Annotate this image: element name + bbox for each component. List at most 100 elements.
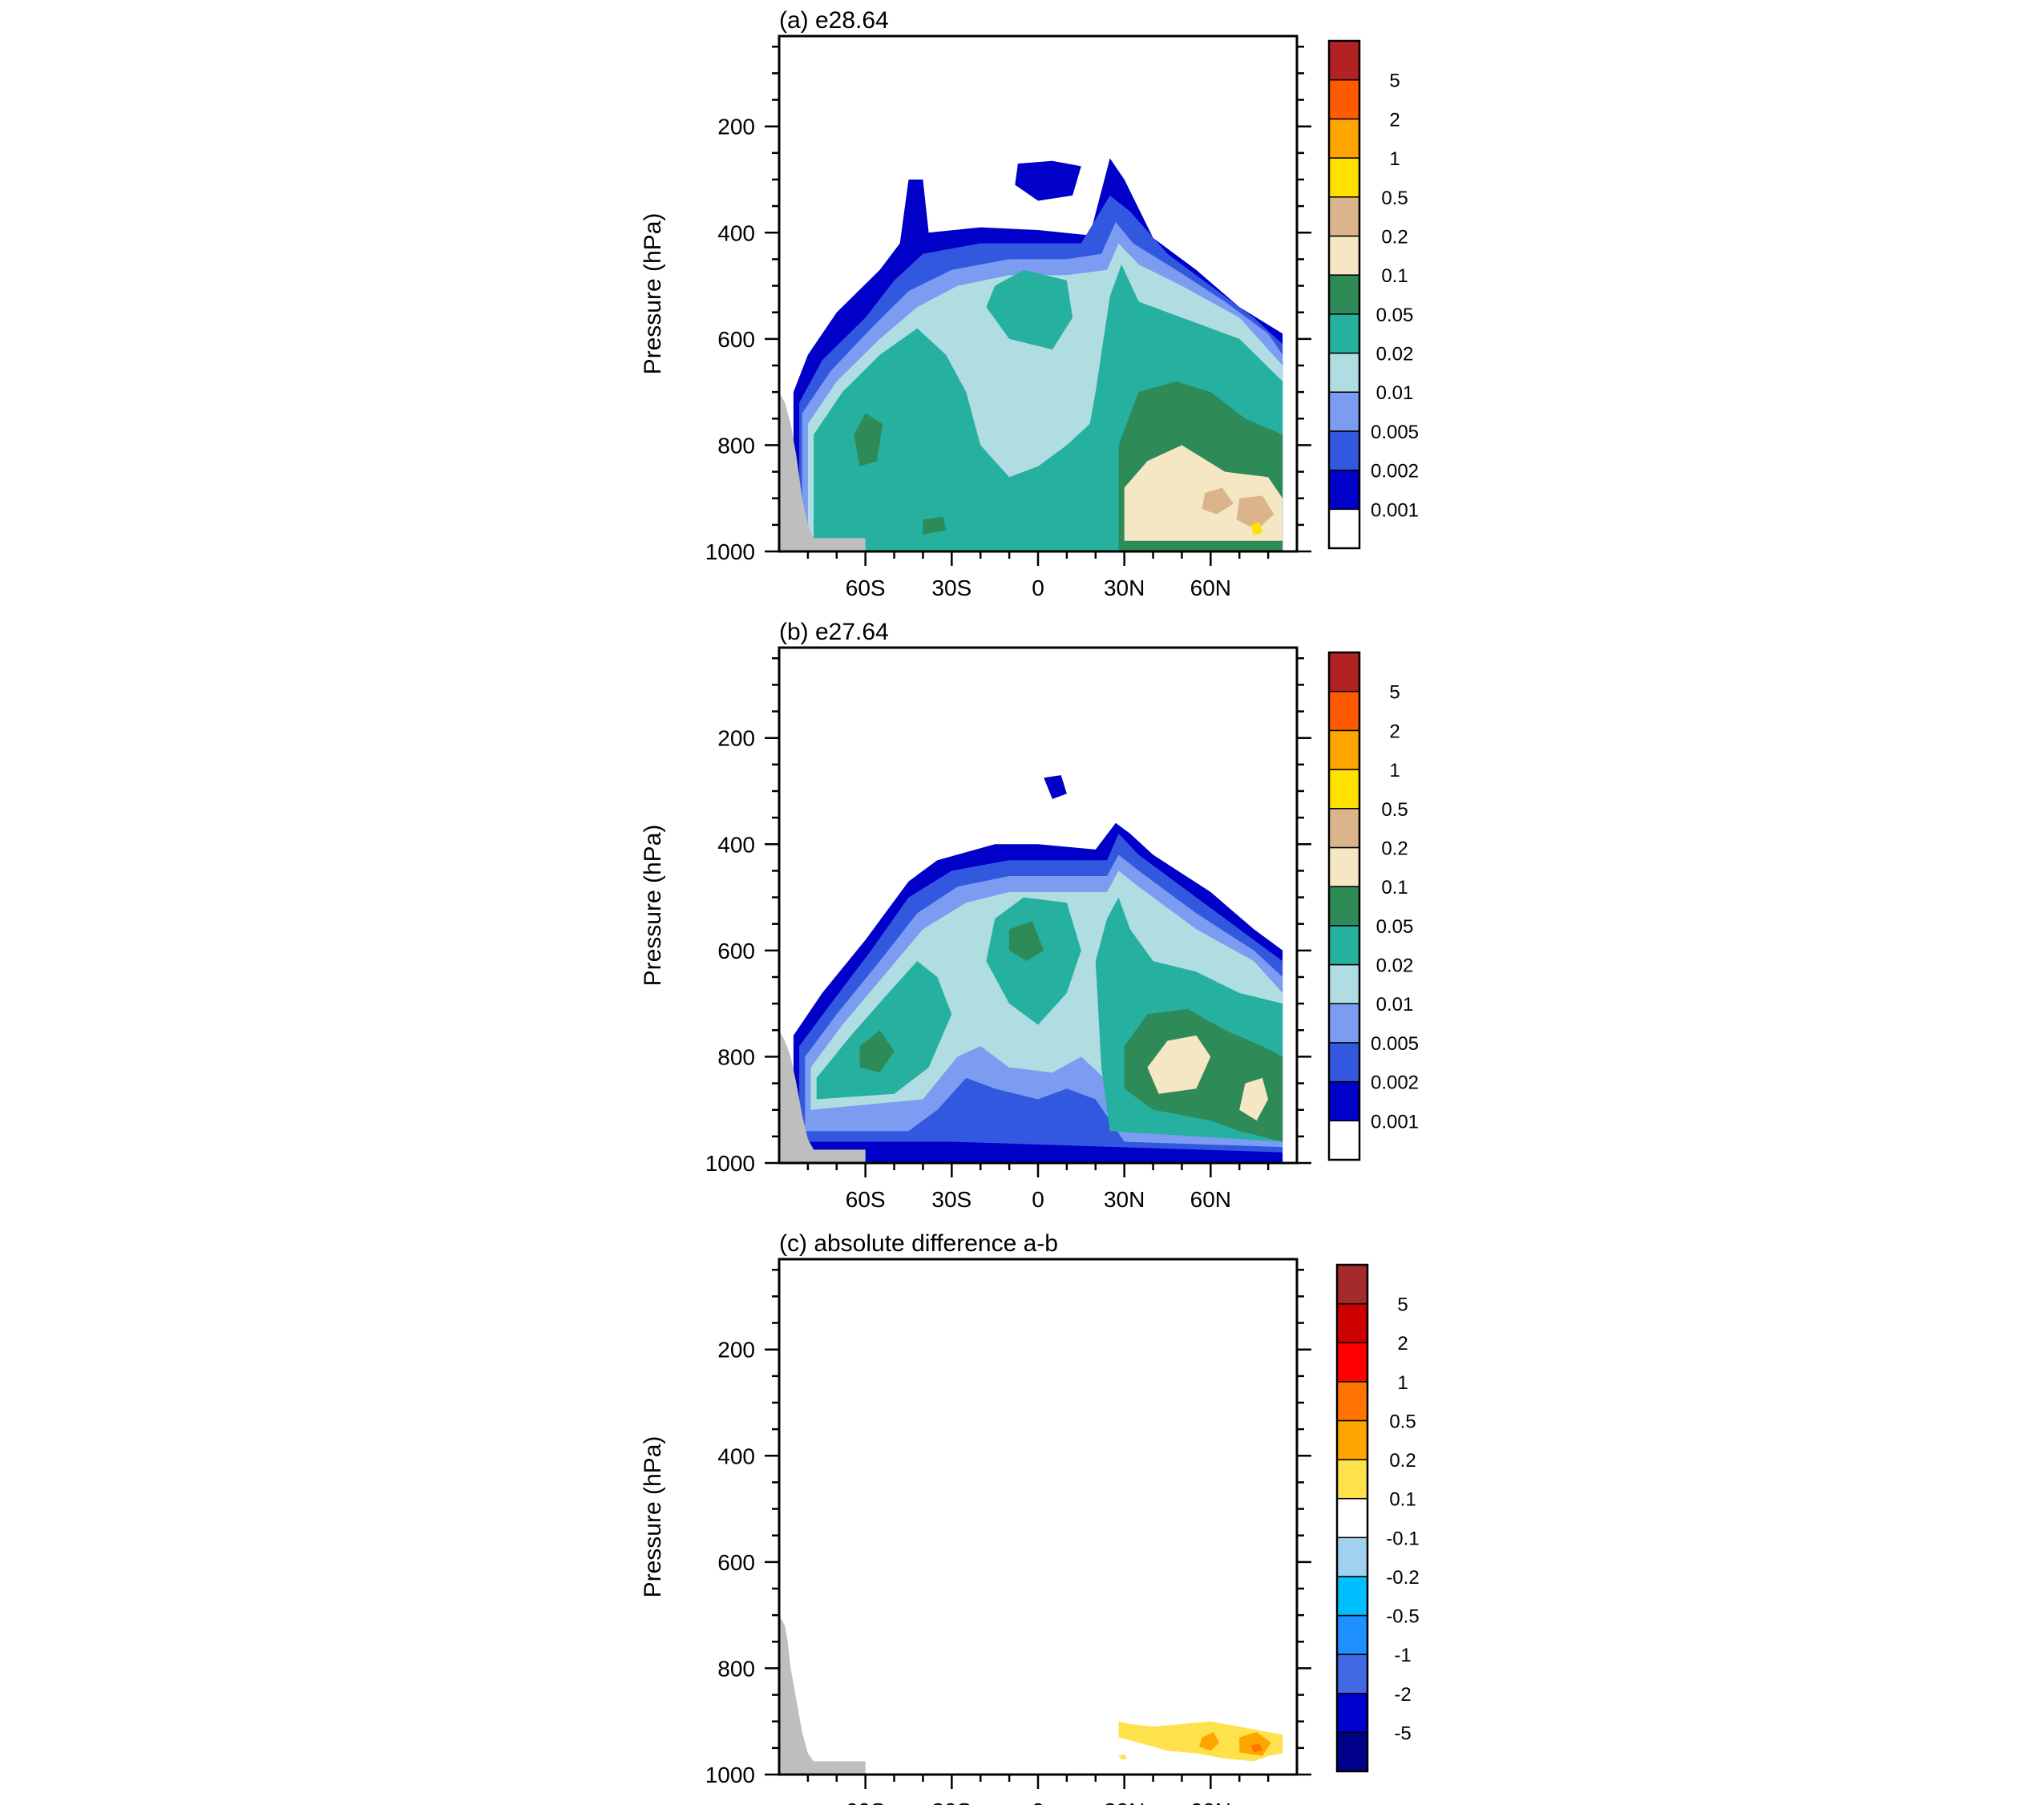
colorbar-swatch <box>1336 1302 1368 1343</box>
panel-2: 200 400 600 800 1000 60S 30S 0 30N 60N Pressure (h… <box>640 1230 1420 1805</box>
colorbar-swatch <box>1328 40 1360 81</box>
colorbar-swatch <box>1328 1080 1360 1122</box>
colorbar-label: 0.2 <box>1381 226 1408 248</box>
x-tick-label: 0 <box>1032 575 1044 600</box>
colorbar-label: 0.002 <box>1371 461 1419 483</box>
x-tick-label: 0 <box>1032 1799 1044 1805</box>
colorbar-swatch <box>1328 925 1360 966</box>
panel-title: (a) e28.64 <box>779 7 889 34</box>
colorbar-label: 0.05 <box>1376 305 1414 326</box>
panel-1: 200 400 600 800 1000 60S 30S 0 30N 60N Pressure (h… <box>640 619 1419 1212</box>
colorbar-swatch <box>1328 79 1360 120</box>
panel-0: 200 400 600 800 1000 60S 30S 0 30N 60N Pressure (h… <box>640 7 1419 600</box>
colorbar-swatch <box>1336 1654 1368 1694</box>
colorbar-frame <box>1327 651 1361 1161</box>
colorbar-frame <box>1327 39 1361 550</box>
colorbar-swatch <box>1328 886 1360 927</box>
colorbar-label: 0.2 <box>1389 1450 1416 1472</box>
contour-region-0.2 <box>1236 495 1274 531</box>
colorbar-swatch <box>1328 274 1360 315</box>
x-tick-label: 30S <box>931 575 972 600</box>
contour-region-0.5 <box>1250 1743 1262 1753</box>
colorbar-swatch <box>1328 157 1360 198</box>
x-tick-label: 0 <box>1032 1187 1044 1212</box>
colorbar-swatch <box>1328 729 1360 770</box>
y-tick-label: 800 <box>717 1044 755 1069</box>
x-tick-label: 60S <box>846 1799 886 1805</box>
contour-region-0.02 <box>986 269 1073 350</box>
colorbar-label: 0.1 <box>1381 877 1408 898</box>
topography-mask <box>779 1030 866 1163</box>
colorbar-swatch <box>1336 1459 1368 1500</box>
contour-region-0.1 <box>1239 1077 1269 1121</box>
panel-title: (c) absolute difference a-b <box>779 1230 1058 1257</box>
plot-area <box>779 1259 1297 1775</box>
colorbar-label: 0.1 <box>1389 1489 1416 1511</box>
colorbar-label: 0.1 <box>1381 265 1408 287</box>
colorbar: 0.001 0.002 0.005 0.01 0.02 0.05 0.1 0.2 0.5 1 2 5 <box>1327 651 1419 1161</box>
y-tick-label: 200 <box>717 726 755 751</box>
colorbar-swatch <box>1336 1419 1368 1460</box>
colorbar-label: 1 <box>1397 1372 1408 1394</box>
y-tick-label: 600 <box>717 327 755 352</box>
y-axis-label: Pressure (hPa) <box>640 213 666 375</box>
colorbar-label: 5 <box>1389 71 1400 92</box>
x-tick-label: 60N <box>1190 575 1231 600</box>
contour-field <box>779 1615 1283 1775</box>
topography-mask <box>779 1615 866 1775</box>
colorbar-swatch <box>1328 196 1360 237</box>
colorbar-label: 0.5 <box>1381 799 1408 821</box>
colorbar-label: 5 <box>1397 1294 1408 1316</box>
colorbar-label: 1 <box>1389 760 1400 781</box>
colorbar-label: 0.01 <box>1376 382 1414 404</box>
contour-region-0.1 <box>1118 1754 1128 1760</box>
colorbar-label: 0.02 <box>1376 955 1414 977</box>
colorbar-swatch <box>1336 1576 1368 1617</box>
contour-region-0.05 <box>1009 921 1044 962</box>
colorbar-swatch <box>1328 391 1360 432</box>
colorbar-label: 0.01 <box>1376 994 1414 1016</box>
contour-region-0.2 <box>1199 1732 1220 1751</box>
colorbar-swatch <box>1336 1497 1368 1539</box>
contour-region-0.2 <box>1239 1732 1271 1756</box>
y-tick-label: 800 <box>717 1656 755 1681</box>
y-tick-label: 800 <box>717 433 755 458</box>
colorbar-label: 0.5 <box>1381 188 1408 209</box>
colorbar-swatch <box>1336 1342 1368 1383</box>
colorbar-swatch <box>1328 652 1360 693</box>
colorbar-swatch <box>1328 118 1360 159</box>
colorbar-label: 0.001 <box>1371 499 1419 521</box>
y-tick-label: 600 <box>717 939 755 963</box>
contour-region-0.02 <box>816 961 952 1100</box>
colorbar-label: 1 <box>1389 148 1400 170</box>
contour-region-0.001 <box>1015 160 1081 201</box>
colorbar-label: 0.5 <box>1389 1411 1416 1432</box>
colorbar-swatch <box>1328 352 1360 393</box>
y-tick-label: 400 <box>717 832 755 857</box>
contour-region-0.5 <box>1250 522 1262 536</box>
y-tick-label: 400 <box>717 220 755 245</box>
colorbar-label: 0.002 <box>1371 1072 1419 1094</box>
colorbar-label: -1 <box>1394 1645 1411 1666</box>
x-tick-label: 60S <box>846 575 886 600</box>
colorbar-label: -2 <box>1394 1684 1411 1706</box>
colorbar-swatch <box>1328 469 1360 511</box>
x-tick-label: 30N <box>1104 1799 1145 1805</box>
colorbar: -5 -2 -1 -0.5 -0.2 -0.1 0.1 0.2 0.5 1 2 5 <box>1335 1263 1420 1773</box>
contour-field <box>779 158 1283 551</box>
colorbar-swatch <box>1328 769 1360 810</box>
contour-region-0.05 <box>923 516 947 535</box>
y-tick-label: 1000 <box>705 539 755 564</box>
colorbar-swatch <box>1328 963 1360 1004</box>
colorbar-swatch <box>1336 1731 1368 1772</box>
colorbar-label: 2 <box>1397 1333 1408 1355</box>
x-tick-label: 30S <box>931 1187 972 1212</box>
y-tick-label: 200 <box>717 115 755 139</box>
colorbar-label: 0.001 <box>1371 1111 1419 1133</box>
colorbar-swatch <box>1336 1693 1368 1734</box>
colorbar-label: -0.2 <box>1386 1567 1419 1589</box>
colorbar-swatch <box>1328 313 1360 354</box>
colorbar-swatch <box>1328 1003 1360 1044</box>
colorbar-swatch <box>1328 1120 1360 1161</box>
